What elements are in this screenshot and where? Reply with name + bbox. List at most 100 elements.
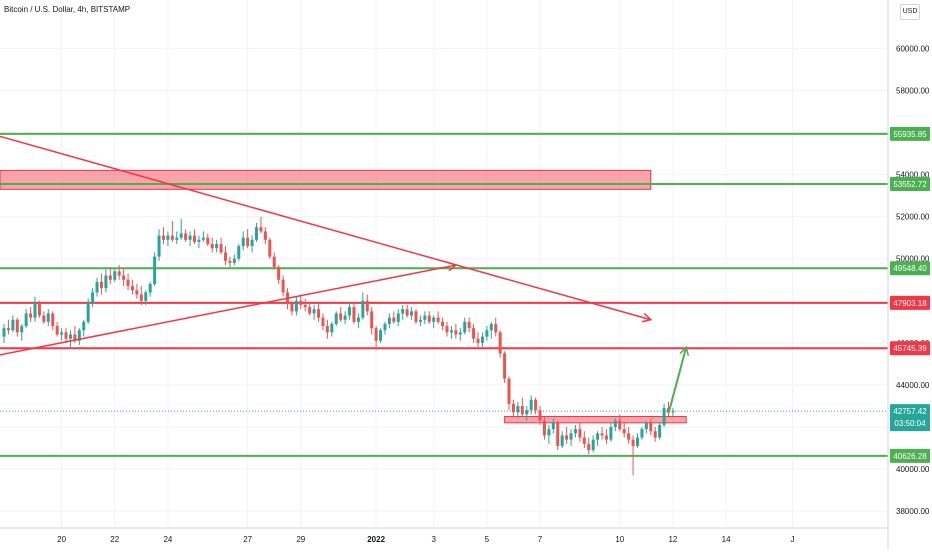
candle-body bbox=[179, 233, 183, 238]
candle-body bbox=[33, 302, 37, 318]
y-tick-label: 50000.00 bbox=[896, 255, 930, 264]
candle-body bbox=[401, 309, 405, 314]
candle-body bbox=[653, 431, 657, 438]
y-tick-label: 60000.00 bbox=[896, 44, 930, 53]
candle-body bbox=[529, 399, 533, 411]
candle-body bbox=[170, 235, 174, 240]
candle-body bbox=[237, 246, 241, 259]
level-price-label-bg bbox=[890, 261, 930, 276]
chart-legend: Bitcoin / U.S. Dollar, 4h, BITSTAMP bbox=[4, 5, 131, 14]
candle-body bbox=[86, 302, 90, 322]
x-tick-label: 12 bbox=[668, 535, 677, 544]
price-labels-layer: 55935.85 53552.72 49548.40 47903.18 45745.39… bbox=[890, 126, 930, 463]
level-price-label-bg bbox=[890, 341, 930, 356]
candle-body bbox=[631, 439, 635, 446]
candle-body bbox=[259, 227, 263, 232]
level-price-label-text: 40626.28 bbox=[893, 452, 927, 461]
candle-body bbox=[573, 429, 577, 434]
candle-body bbox=[51, 313, 55, 327]
candle-body bbox=[454, 330, 458, 335]
x-tick-label: 5 bbox=[485, 535, 490, 544]
level-price-label-bg bbox=[890, 177, 930, 192]
candle-body bbox=[6, 328, 10, 331]
level-price-label-text: 47903.18 bbox=[893, 299, 927, 308]
candle-body bbox=[64, 332, 68, 339]
candle-body bbox=[609, 427, 613, 440]
candle-body bbox=[352, 307, 356, 322]
y-tick-label: 54000.00 bbox=[896, 171, 930, 180]
currency-button[interactable]: USD bbox=[900, 4, 920, 20]
last-price-bg bbox=[890, 404, 930, 432]
candle-body bbox=[108, 275, 112, 280]
candle-body bbox=[104, 275, 108, 289]
candles-layer bbox=[2, 216, 675, 476]
y-tick-label: 40000.00 bbox=[896, 465, 930, 474]
x-tick-label: 2022 bbox=[367, 535, 385, 544]
candle-body bbox=[569, 433, 573, 440]
candle-body bbox=[15, 319, 19, 333]
resistance-zone bbox=[0, 169, 652, 190]
candle-body bbox=[600, 433, 604, 436]
candle-body bbox=[68, 334, 72, 339]
candle-body bbox=[445, 326, 449, 333]
candle-body bbox=[317, 309, 321, 318]
candle-body bbox=[175, 237, 179, 240]
level-price-label-bg bbox=[890, 295, 930, 310]
candle-body bbox=[671, 411, 675, 413]
trendlines-layer bbox=[0, 135, 690, 414]
candle-body bbox=[418, 319, 422, 322]
candle-body bbox=[436, 317, 440, 322]
candle-body bbox=[348, 307, 352, 316]
candle-body bbox=[312, 309, 316, 314]
x-tick-label: J bbox=[791, 535, 795, 544]
candle-body bbox=[467, 321, 471, 329]
candle-body bbox=[644, 422, 648, 430]
candle-body bbox=[374, 328, 378, 341]
candle-body bbox=[130, 286, 134, 291]
level-price-label: 40626.28 bbox=[890, 448, 930, 463]
level-price-label: 53552.72 bbox=[890, 177, 930, 192]
candle-body bbox=[596, 433, 600, 440]
candle-body bbox=[42, 315, 46, 322]
candle-body bbox=[578, 429, 582, 438]
candle-body bbox=[343, 315, 347, 320]
candle-body bbox=[480, 336, 484, 343]
candle-body bbox=[299, 300, 303, 306]
candle-body bbox=[60, 332, 64, 335]
candle-body bbox=[587, 443, 591, 451]
candle-body bbox=[507, 378, 511, 404]
candle-body bbox=[277, 267, 281, 280]
candle-body bbox=[117, 271, 121, 276]
x-tick-label: 3 bbox=[431, 535, 436, 544]
candle-body bbox=[334, 313, 338, 324]
candle-body bbox=[206, 237, 210, 245]
y-tick-label: 52000.00 bbox=[896, 213, 930, 222]
level-price-label-bg bbox=[890, 126, 930, 141]
candle-body bbox=[246, 237, 250, 247]
x-tick-label: 14 bbox=[722, 535, 731, 544]
grid bbox=[0, 0, 888, 528]
candle-body bbox=[560, 435, 564, 446]
candle-body bbox=[29, 313, 33, 318]
candle-body bbox=[255, 227, 259, 240]
candle-body bbox=[192, 235, 196, 242]
y-tick-label: 38000.00 bbox=[896, 507, 930, 516]
candle-body bbox=[210, 244, 214, 249]
candle-body bbox=[184, 233, 188, 240]
candle-body bbox=[303, 305, 307, 308]
candle-body bbox=[73, 334, 77, 341]
candle-body bbox=[356, 317, 360, 322]
trend-line bbox=[0, 264, 457, 356]
candle-body bbox=[99, 281, 103, 289]
level-price-label-text: 49548.40 bbox=[893, 264, 927, 273]
candle-body bbox=[489, 323, 493, 331]
candle-body bbox=[232, 258, 236, 263]
level-price-label: 47903.18 bbox=[890, 295, 930, 310]
candle-body bbox=[228, 260, 232, 263]
level-price-label-text: 45745.39 bbox=[893, 344, 927, 353]
candle-body bbox=[113, 271, 117, 280]
x-tick-label: 7 bbox=[538, 535, 543, 544]
